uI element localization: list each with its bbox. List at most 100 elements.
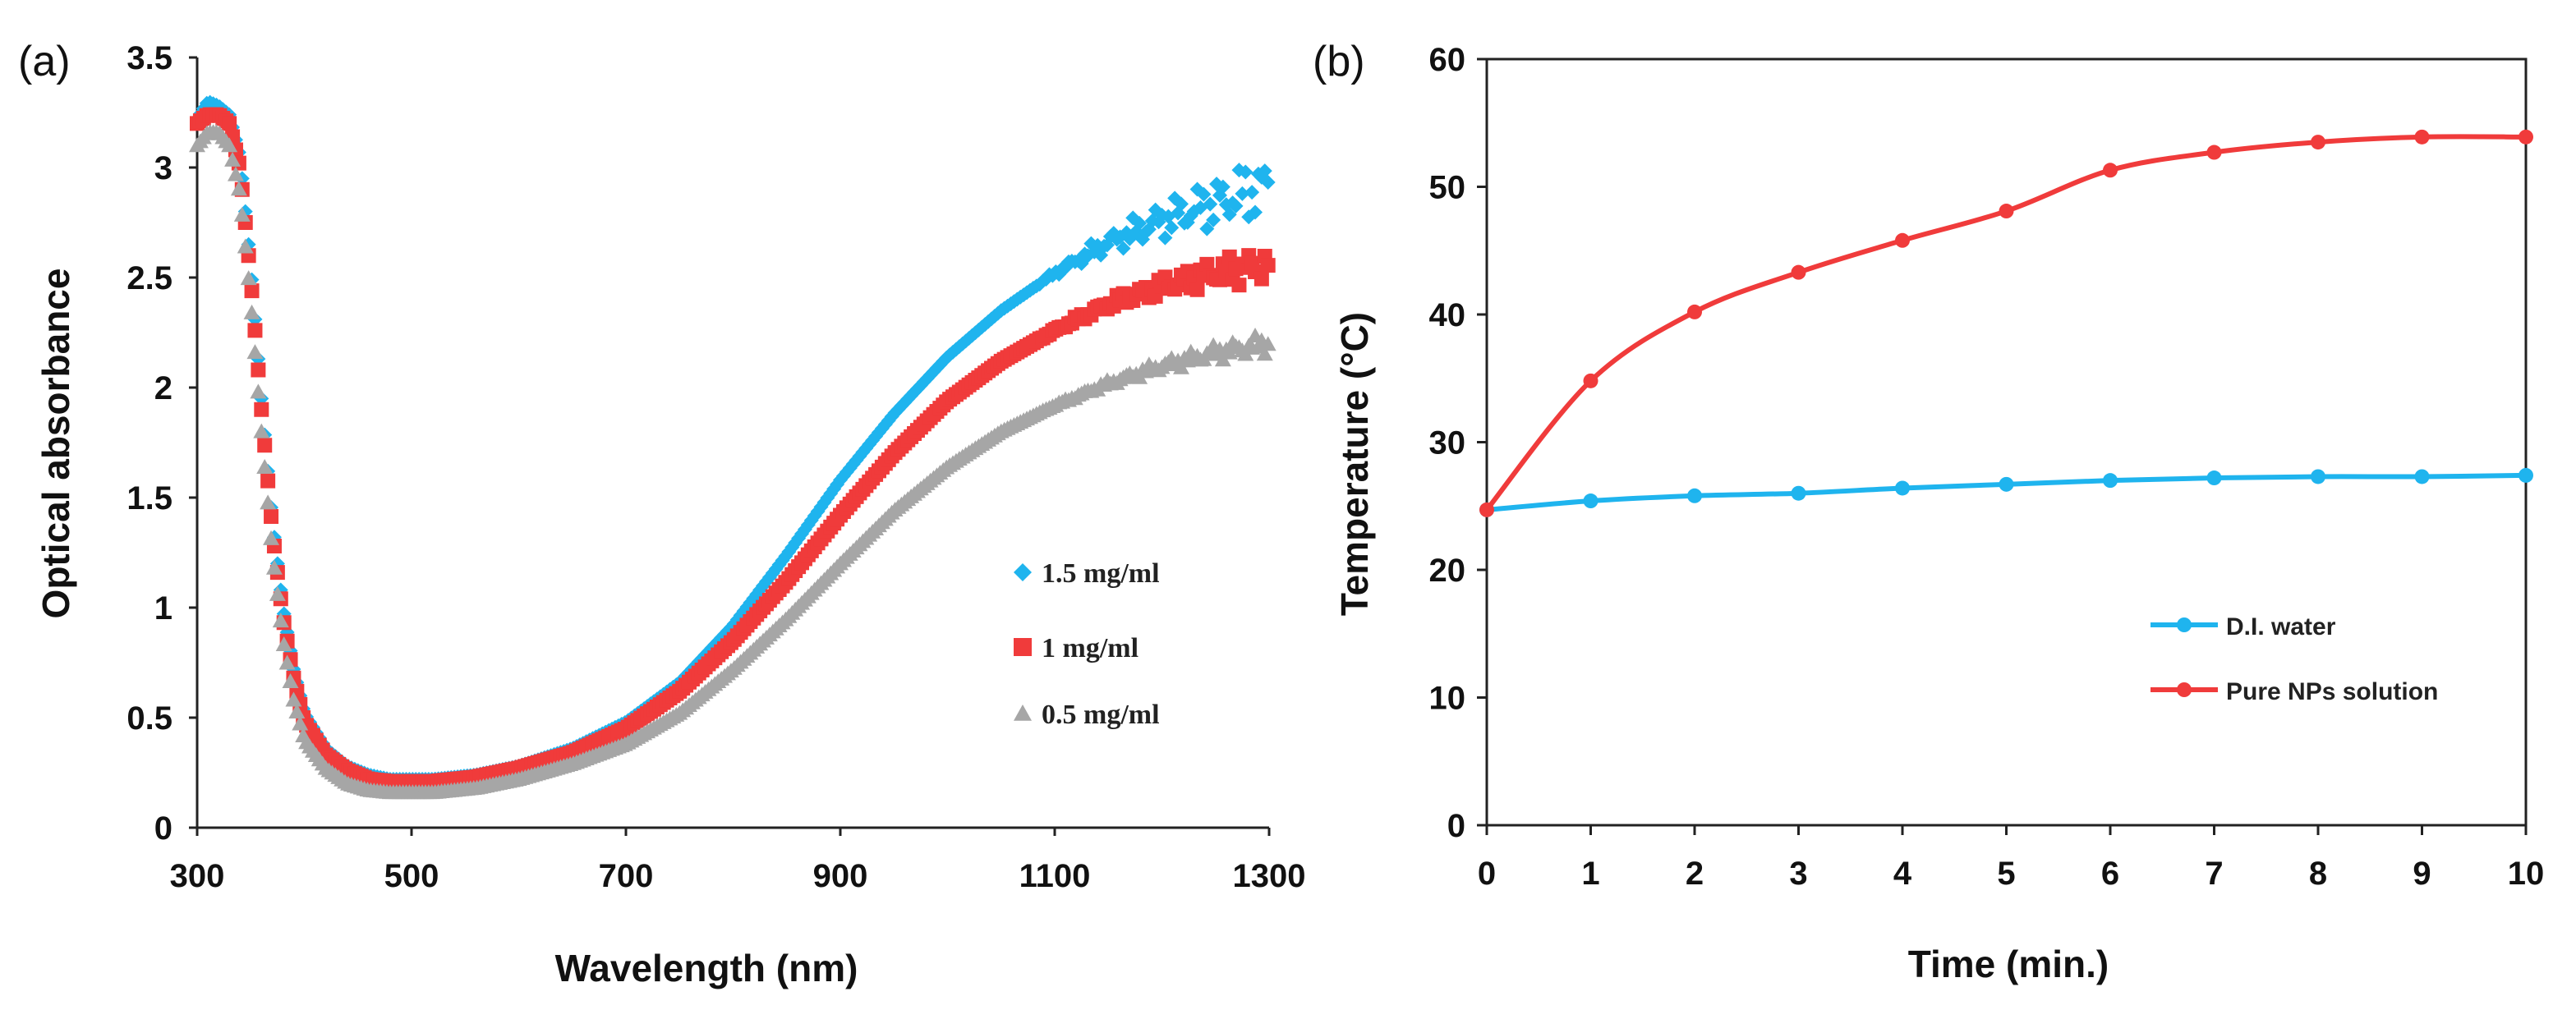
panel-b-x-tick-label: 2	[1686, 856, 1704, 892]
panel-b-point	[1791, 485, 1806, 501]
panel-a-point	[1241, 209, 1257, 225]
panel-a-point	[1260, 258, 1276, 273]
panel-a-point	[1116, 241, 1131, 256]
panel-a-point	[265, 559, 283, 575]
panel-a-point	[1157, 230, 1173, 246]
panel-a-point	[288, 704, 306, 719]
panel-a-point	[1248, 204, 1263, 220]
panel-a-point	[244, 283, 260, 299]
panel-b-point	[2414, 129, 2430, 145]
panel-a: (a) 300 500 700 900 1100 1300 0 0.5 1 1.5 2 2.5 3 3.5…	[18, 38, 1305, 989]
panel-a-point	[1221, 249, 1237, 264]
panel-a-point	[1231, 278, 1247, 293]
panel-a-legend-label: 1 mg/ml	[1042, 633, 1138, 663]
panel-a-point	[1259, 336, 1276, 351]
panel-a-x-tick-label: 300	[170, 858, 225, 894]
panel-a-point	[292, 715, 309, 731]
panel-b-point	[2103, 473, 2118, 489]
panel-a-point	[1235, 186, 1250, 201]
panel-a-label: (a)	[18, 38, 71, 85]
panel-a-point	[227, 166, 244, 181]
panel-a-point	[237, 238, 254, 254]
panel-a-point	[1196, 186, 1212, 202]
panel-b-ticks: 0 1 2 3 4 5 6 7 8 9 10 0 10 20 30 40 50 60	[1429, 42, 2545, 892]
panel-a-legend-marker	[1014, 638, 1032, 656]
panel-a-point	[1199, 221, 1215, 236]
panel-a-point	[1215, 179, 1230, 195]
panel-a-series-2	[189, 124, 1276, 800]
panel-b-plot-frame	[1485, 57, 2528, 827]
panel-a-point	[1260, 175, 1276, 190]
panel-a-y-tick-label: 2.5	[126, 260, 172, 296]
panel-a-point	[1206, 212, 1221, 227]
panel-b-point	[1999, 476, 2014, 492]
panel-b-point	[1999, 204, 2014, 219]
panel-a-point	[222, 116, 237, 131]
panel-a-point	[263, 530, 280, 545]
panel-b-legend-marker	[2177, 682, 2192, 697]
panel-b-point	[2518, 467, 2533, 483]
panel-b-series-1	[1479, 129, 2533, 517]
panel-a-ylabel: Optical absorbance	[34, 269, 77, 619]
panel-a-point	[275, 636, 292, 652]
panel-a-series-1	[190, 107, 1276, 789]
panel-a-point	[1173, 196, 1189, 212]
panel-a-point	[243, 304, 260, 319]
panel-b-point	[1583, 373, 1598, 388]
panel-b-x-tick-label: 10	[2508, 856, 2545, 892]
panel-b-x-tick-label: 3	[1789, 856, 1807, 892]
panel-a-legend-label: 1.5 mg/ml	[1042, 558, 1160, 589]
panel-a-y-tick-label: 1	[154, 590, 172, 627]
panel-a-point	[282, 673, 299, 689]
panel-b-point	[2206, 470, 2222, 486]
panel-a-point	[247, 323, 263, 338]
panel-a-point	[1203, 196, 1218, 212]
panel-b-x-tick-label: 7	[2205, 856, 2223, 892]
panel-b-legend: D.I. water Pure NPs solution	[2150, 613, 2438, 705]
panel-a-point	[1189, 282, 1205, 297]
panel-b-y-tick-label: 30	[1429, 425, 1466, 461]
panel-b-point	[1479, 502, 1494, 517]
panel-b-axes	[1485, 57, 2528, 827]
panel-a-series-0	[190, 94, 1276, 787]
panel-a-legend-marker	[1014, 705, 1032, 721]
panel-b-x-tick-label: 4	[1893, 856, 1912, 892]
panel-a-legend: 1.5 mg/ml 1 mg/ml 0.5 mg/ml	[1014, 558, 1160, 730]
panel-a-point	[1254, 271, 1269, 287]
panel-b-point	[2103, 163, 2118, 178]
panel-b: (b) 0 1 2 3 4 5 6 7 8 9 10 0 10 20 30 40 50 60 D.I. water…	[1313, 38, 2544, 985]
panel-b-legend-label: Pure NPs solution	[2226, 678, 2438, 705]
panel-b-y-tick-label: 50	[1429, 170, 1466, 206]
panel-b-y-tick-label: 10	[1429, 681, 1466, 717]
panel-a-x-tick-label: 500	[384, 858, 439, 894]
panel-b-label: (b)	[1313, 38, 1365, 85]
panel-a-ticks: 300 500 700 900 1100 1300 0 0.5 1 1.5 2 2.5 3 3.5	[126, 40, 1305, 894]
panel-b-point	[2518, 129, 2533, 145]
panel-a-point	[240, 270, 257, 286]
panel-b-legend-marker	[2177, 617, 2192, 632]
panel-a-point	[1256, 346, 1273, 361]
panel-a-point	[278, 654, 296, 670]
panel-b-y-tick-label: 20	[1429, 553, 1466, 589]
panel-b-x-tick-label: 5	[1997, 856, 2015, 892]
panel-a-point	[221, 137, 238, 153]
panel-b-x-tick-label: 0	[1478, 856, 1496, 892]
panel-a-point	[224, 151, 242, 167]
panel-a-point	[253, 423, 270, 438]
panel-a-point	[256, 459, 274, 475]
panel-a-point	[1221, 207, 1237, 223]
panel-a-point	[260, 473, 276, 489]
panel-a-point	[233, 206, 251, 222]
panel-a-point	[1164, 220, 1180, 236]
panel-a-point	[1171, 205, 1186, 221]
panel-a-point	[1238, 164, 1254, 180]
panel-b-series-0	[1479, 467, 2533, 517]
panel-b-y-tick-label: 40	[1429, 297, 1466, 333]
panel-a-marks	[189, 94, 1276, 800]
panel-a-axes	[196, 57, 1269, 829]
panel-b-marks	[1479, 129, 2533, 517]
panel-b-point	[2206, 145, 2222, 160]
panel-a-y-tick-label: 1.5	[126, 480, 172, 516]
panel-b-point	[2311, 135, 2325, 150]
